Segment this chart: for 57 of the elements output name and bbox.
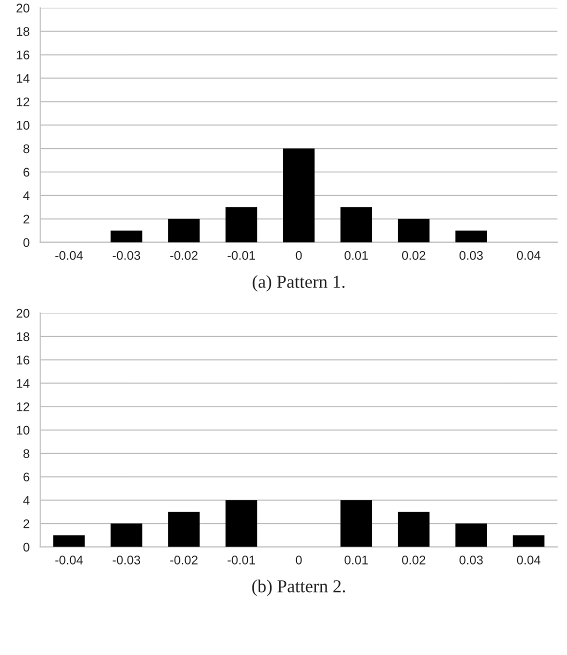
- y-tick-label: 10: [16, 120, 30, 130]
- y-tick-label: 4: [23, 496, 30, 505]
- bar: [168, 512, 200, 547]
- bar: [110, 230, 142, 242]
- bar: [398, 218, 430, 242]
- y-tick-label: 12: [16, 97, 30, 106]
- y-tick-label: 16: [16, 50, 30, 60]
- bar: [168, 218, 200, 242]
- y-tick-label: 10: [16, 426, 30, 435]
- y-tick-label: 6: [24, 168, 30, 177]
- x-tick-label: -0.04: [55, 251, 83, 260]
- y-tick-label: 0: [23, 542, 30, 552]
- x-tick-label: -0.01: [228, 556, 255, 564]
- y-tick-label: 2: [24, 519, 30, 528]
- y-tick-label: 12: [16, 402, 30, 412]
- x-tick-label: 0.01: [344, 556, 368, 564]
- bar: [455, 524, 487, 547]
- x-tick-label: -0.04: [55, 556, 83, 564]
- x-tick-label: 0: [296, 556, 302, 564]
- y-tick-label: 18: [16, 332, 30, 342]
- x-tick-label: -0.01: [228, 251, 255, 260]
- text: (b) Pattern 2.: [252, 580, 345, 596]
- bar: [110, 524, 142, 547]
- bar: [512, 535, 544, 547]
- bar: [398, 512, 430, 547]
- bar: [455, 230, 487, 242]
- bar: [226, 207, 258, 242]
- bar: [53, 535, 85, 547]
- y-tick-label: 8: [23, 144, 30, 154]
- bar: [283, 148, 315, 242]
- y-tick-label: 0: [23, 238, 30, 247]
- x-tick-label: -0.03: [112, 556, 140, 564]
- x-tick-label: -0.02: [170, 251, 198, 260]
- bar: [340, 500, 372, 547]
- y-tick-label: 14: [16, 74, 30, 83]
- y-tick-label: 18: [16, 27, 30, 36]
- bar: [340, 207, 372, 242]
- x-tick-label: 0.02: [402, 556, 426, 564]
- y-tick-label: 8: [23, 449, 30, 458]
- x-tick-label: 0.02: [402, 251, 426, 260]
- x-tick-label: 0.04: [516, 556, 540, 564]
- x-tick-label: 0.04: [516, 251, 540, 260]
- y-tick-label: 20: [16, 308, 30, 318]
- y-tick-label: 20: [16, 4, 30, 13]
- x-tick-label: -0.02: [170, 556, 198, 564]
- y-tick-label: 6: [24, 472, 30, 482]
- text: (a) Pattern 1.: [252, 275, 344, 292]
- y-tick-label: 16: [16, 356, 30, 365]
- x-tick-label: 0.03: [460, 251, 483, 260]
- x-tick-label: 0: [296, 251, 302, 260]
- y-tick-label: 2: [24, 214, 30, 224]
- bar: [226, 500, 258, 547]
- x-tick-label: 0.01: [344, 251, 368, 260]
- y-tick-label: 4: [23, 191, 30, 200]
- x-tick-label: -0.03: [112, 251, 140, 260]
- y-tick-label: 14: [16, 379, 30, 388]
- x-tick-label: 0.03: [460, 556, 483, 564]
